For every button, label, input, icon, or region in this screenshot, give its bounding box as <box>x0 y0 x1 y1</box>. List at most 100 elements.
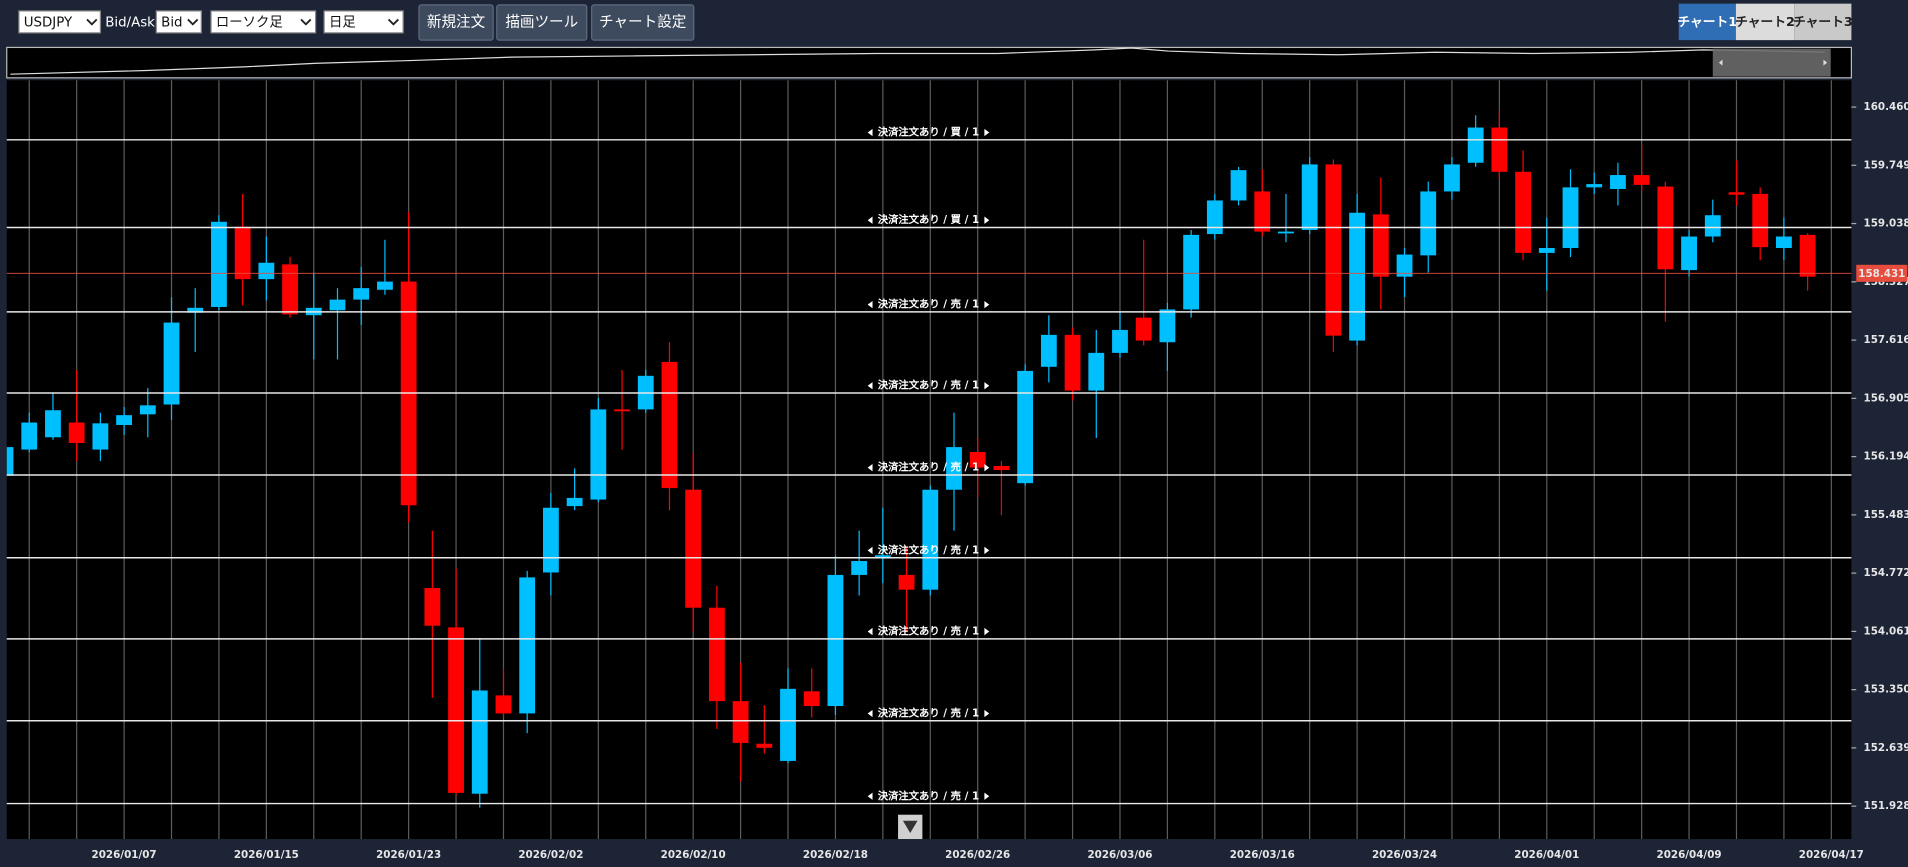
order-label: 決済注文あり / 売 / 1 <box>878 706 979 719</box>
scroll-down-button[interactable] <box>898 814 923 840</box>
candle-body <box>45 410 61 438</box>
candle-body <box>803 691 820 707</box>
navigator-frame[interactable] <box>6 46 1853 79</box>
price-type-label: Bid/Ask <box>105 15 155 30</box>
candle-body <box>1017 370 1034 484</box>
x-tick-label: 2026/01/07 <box>92 849 157 861</box>
candle-body <box>1704 215 1721 237</box>
y-tick-label: 159.749 <box>1864 159 1908 171</box>
y-tick-label: 159.038 <box>1864 218 1908 230</box>
candle-body <box>68 422 85 444</box>
navigator <box>6 46 1853 79</box>
y-tick-label: 153.350 <box>1864 684 1908 696</box>
candle-body <box>661 361 678 489</box>
candle-body <box>1633 175 1650 185</box>
candle-body <box>827 574 844 707</box>
candle-body <box>519 577 536 714</box>
candle-body <box>614 409 630 412</box>
y-tick-label: 160.460 <box>1864 101 1908 113</box>
tab[interactable]: チャート2 <box>1735 15 1795 30</box>
order-label: 決済注文あり / 買 / 1 <box>878 213 979 226</box>
dropdown-arrow <box>300 18 312 26</box>
candle-body <box>1538 247 1555 253</box>
candle-body <box>1799 234 1816 277</box>
x-tick-label: 2026/01/15 <box>234 849 299 861</box>
candle-body <box>1040 334 1057 367</box>
order-label: 決済注文あり / 売 / 1 <box>878 379 979 392</box>
tab-bg[interactable] <box>1735 3 1795 41</box>
order-label: 決済注文あり / 売 / 1 <box>878 789 979 802</box>
x-tick-label: 2026/03/24 <box>1372 849 1437 861</box>
y-tick-label: 156.905 <box>1864 392 1908 404</box>
candle-body <box>258 262 275 280</box>
candle-body <box>1776 236 1792 248</box>
candle-body <box>969 452 986 468</box>
arrow-icon <box>902 820 918 833</box>
candle-body <box>1491 127 1508 172</box>
button-bg[interactable] <box>591 4 695 41</box>
chart-style-select[interactable] <box>210 10 317 34</box>
candle-body <box>1562 187 1579 248</box>
candle-body <box>756 743 773 748</box>
dropdown-arrow <box>387 18 399 26</box>
candle-body <box>163 322 180 405</box>
price-type-select[interactable] <box>155 10 202 34</box>
button-bg[interactable] <box>418 4 494 41</box>
symbol-select[interactable] <box>18 10 101 34</box>
candle-body <box>1278 231 1294 234</box>
tab-bg[interactable] <box>1794 3 1852 41</box>
order-label: 決済注文あり / 売 / 1 <box>878 625 979 638</box>
candle-body <box>1515 171 1531 253</box>
y-tick-label: 156.194 <box>1864 451 1908 463</box>
tab[interactable]: チャート1 <box>1677 15 1737 30</box>
button[interactable]: 新規注文 <box>427 13 486 30</box>
button[interactable]: チャート設定 <box>599 13 686 30</box>
candle-body <box>1349 212 1366 341</box>
candle-body <box>1325 164 1342 336</box>
x-tick-label: 2026/02/10 <box>661 849 726 861</box>
period-select[interactable] <box>323 10 404 34</box>
candle-body <box>1183 234 1200 310</box>
x-tick-label: 2026/04/01 <box>1514 849 1579 861</box>
candle-body <box>139 405 156 415</box>
x-tick-label: 2026/03/06 <box>1087 849 1152 861</box>
candle-body <box>1112 329 1128 353</box>
y-tick-label: 152.639 <box>1864 742 1908 754</box>
candle-body <box>1301 164 1318 230</box>
candle-body <box>282 264 298 315</box>
candle-body <box>542 507 559 573</box>
order-label: 決済注文あり / 売 / 1 <box>878 543 979 556</box>
candle-body <box>448 627 464 793</box>
price-type: Bid <box>161 15 182 30</box>
period: 日足 <box>329 15 356 30</box>
candle-body <box>851 561 868 575</box>
candle-body <box>1135 317 1152 341</box>
candle-body <box>1444 164 1460 192</box>
candle-body <box>1681 236 1697 271</box>
candle-body <box>1728 192 1745 195</box>
candle-body <box>993 465 1010 471</box>
candle-body <box>21 422 38 450</box>
candle-body <box>1064 334 1081 391</box>
candle-body <box>590 409 607 500</box>
toolbar: USDJPY Bid/Ask Bid ローソク足 日足 新規注文 描画ツール チ… <box>18 3 1853 41</box>
candle-body <box>1230 170 1247 201</box>
x-tick-label: 2026/02/02 <box>518 849 583 861</box>
order-label: 決済注文あり / 買 / 1 <box>878 126 979 139</box>
x-tick-label: 2026/02/26 <box>945 849 1010 861</box>
candle-body <box>187 307 204 313</box>
tab-bg[interactable] <box>1678 3 1736 41</box>
candle-body <box>708 607 725 702</box>
button[interactable]: 描画ツール <box>505 13 578 30</box>
candle-body <box>495 695 512 714</box>
button-bg[interactable] <box>496 4 588 41</box>
candle-body <box>1586 184 1603 188</box>
tab[interactable]: チャート3 <box>1793 15 1853 30</box>
candle-body <box>377 281 393 290</box>
candle-body <box>874 555 891 559</box>
x-tick-label: 2026/03/16 <box>1230 849 1295 861</box>
candle-body <box>1159 309 1176 343</box>
candle-body <box>922 489 939 590</box>
navigator-thumb[interactable] <box>1712 48 1831 77</box>
